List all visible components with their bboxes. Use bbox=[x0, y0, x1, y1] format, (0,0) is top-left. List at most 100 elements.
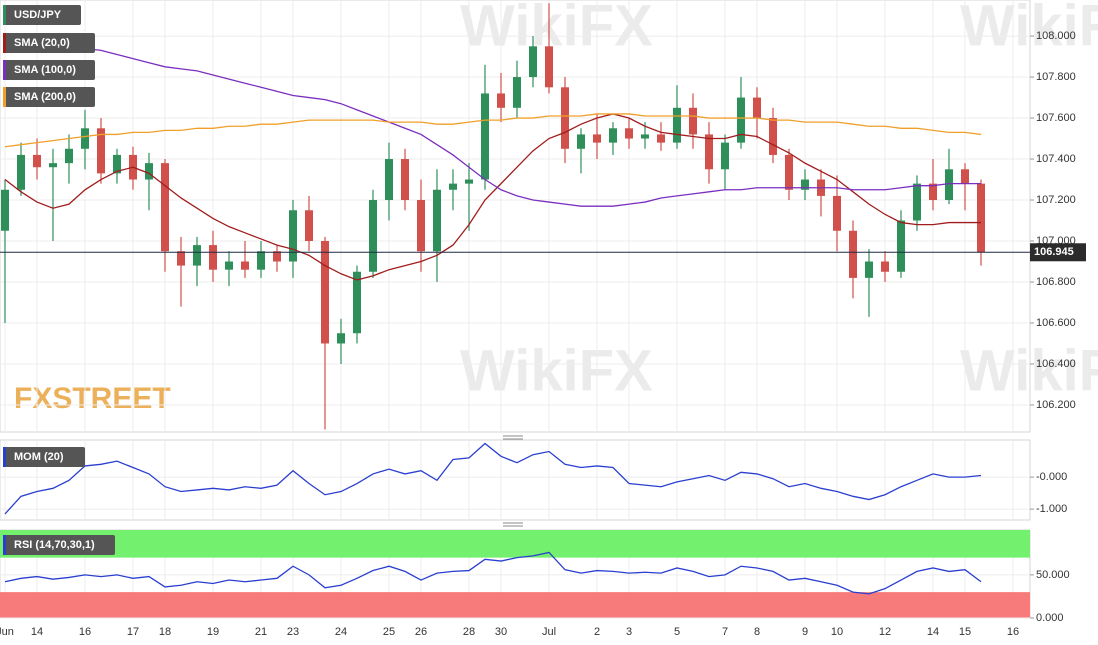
candle-body bbox=[321, 241, 329, 344]
legend-swatch bbox=[3, 535, 6, 555]
candle-body bbox=[529, 46, 537, 78]
x-tick-label: 10 bbox=[831, 626, 843, 638]
y-tick-label: 50.000 bbox=[1036, 569, 1070, 581]
legend-box bbox=[3, 535, 115, 555]
x-tick-label: 15 bbox=[959, 626, 971, 638]
brand-logo: FXSTREET bbox=[14, 382, 171, 415]
x-tick-label: 2 bbox=[594, 626, 600, 638]
candle-body bbox=[865, 261, 873, 278]
panel-handle[interactable] bbox=[503, 522, 523, 527]
x-tick-label: 14 bbox=[31, 626, 43, 638]
candle-body bbox=[385, 159, 393, 201]
candle-body bbox=[305, 210, 313, 242]
candle-body bbox=[289, 210, 297, 262]
candle-body bbox=[769, 118, 777, 155]
x-tick-label: 5 bbox=[674, 626, 680, 638]
legend-label: RSI (14,70,30,1) bbox=[14, 539, 95, 551]
candle-body bbox=[881, 261, 889, 272]
x-tick-label: 24 bbox=[335, 626, 347, 638]
candle-body bbox=[17, 154, 25, 190]
candle-body bbox=[433, 189, 441, 252]
x-tick-label: Jul bbox=[542, 626, 556, 638]
x-tick-label: 30 bbox=[495, 626, 507, 638]
candle-body bbox=[753, 97, 761, 119]
series-line bbox=[4, 113, 982, 148]
candle-body bbox=[801, 179, 809, 190]
last-price-box bbox=[1030, 243, 1086, 262]
y-tick-label: 107.200 bbox=[1036, 194, 1076, 206]
y-tick-label: -0.000 bbox=[1036, 471, 1067, 483]
x-tick-label: 28 bbox=[463, 626, 475, 638]
candle-body bbox=[81, 128, 89, 149]
candle-body bbox=[593, 134, 601, 143]
main-panel bbox=[0, 0, 1031, 433]
candle-body bbox=[401, 159, 409, 201]
series-line bbox=[4, 551, 982, 595]
legend-box bbox=[3, 5, 81, 25]
candle-body bbox=[897, 220, 905, 272]
candle-body bbox=[273, 251, 281, 262]
y-tick-label: 106.200 bbox=[1036, 399, 1076, 411]
legend-box bbox=[3, 87, 95, 107]
x-tick-label: 16 bbox=[1007, 626, 1019, 638]
x-tick-label: 21 bbox=[255, 626, 267, 638]
y-tick-label: 107.400 bbox=[1036, 153, 1076, 165]
x-tick-label: 26 bbox=[415, 626, 427, 638]
candle-body bbox=[369, 200, 377, 272]
x-tick-label: 19 bbox=[207, 626, 219, 638]
candle-body bbox=[961, 169, 969, 184]
y-tick-label: 108.000 bbox=[1036, 30, 1076, 42]
y-tick-label: -1.000 bbox=[1036, 503, 1067, 515]
x-tick-label: 23 bbox=[287, 626, 299, 638]
legend-swatch bbox=[3, 33, 6, 53]
candle-body bbox=[577, 134, 585, 149]
candle-body bbox=[929, 183, 937, 201]
candle-body bbox=[97, 128, 105, 174]
panel-handle[interactable] bbox=[503, 435, 523, 440]
candle-body bbox=[353, 271, 361, 334]
legend-label: USD/JPY bbox=[14, 9, 62, 21]
y-tick-label: 106.600 bbox=[1036, 317, 1076, 329]
candle-body bbox=[849, 230, 857, 278]
y-tick-label: 106.800 bbox=[1036, 276, 1076, 288]
legend-box bbox=[3, 447, 85, 467]
y-tick-label: 107.600 bbox=[1036, 112, 1076, 124]
candle-body bbox=[497, 93, 505, 108]
x-tick-label: Jun bbox=[0, 626, 14, 638]
candle-body bbox=[625, 128, 633, 139]
watermark: WikiFX bbox=[960, 338, 1098, 403]
candle-body bbox=[49, 163, 57, 168]
candle-body bbox=[513, 77, 521, 108]
candle-body bbox=[177, 251, 185, 266]
legend-swatch bbox=[3, 5, 6, 25]
candle-body bbox=[641, 134, 649, 139]
candle-body bbox=[977, 183, 985, 253]
x-tick-label: 18 bbox=[159, 626, 171, 638]
candle-body bbox=[225, 261, 233, 270]
y-tick-label: 107.800 bbox=[1036, 71, 1076, 83]
candle-body bbox=[833, 195, 841, 231]
candle-body bbox=[561, 87, 569, 149]
x-tick-label: 3 bbox=[626, 626, 632, 638]
watermark: WikiFX bbox=[460, 338, 653, 403]
y-tick-label: 106.400 bbox=[1036, 358, 1076, 370]
candle-body bbox=[721, 142, 729, 170]
legend-box bbox=[3, 60, 95, 80]
candle-body bbox=[945, 169, 953, 201]
candle-body bbox=[65, 148, 73, 164]
legend-swatch bbox=[3, 447, 6, 467]
candle-body bbox=[657, 134, 665, 143]
x-tick-label: 25 bbox=[383, 626, 395, 638]
candle-body bbox=[481, 93, 489, 180]
candle-body bbox=[145, 163, 153, 180]
last-price-label: 106.945 bbox=[1034, 246, 1074, 258]
x-tick-label: 14 bbox=[927, 626, 939, 638]
x-tick-label: 16 bbox=[79, 626, 91, 638]
candle-body bbox=[113, 154, 121, 174]
legend-label: SMA (20,0) bbox=[14, 37, 70, 49]
candle-body bbox=[161, 163, 169, 252]
candle-body bbox=[33, 154, 41, 168]
watermark: WikiFX bbox=[960, 0, 1098, 58]
